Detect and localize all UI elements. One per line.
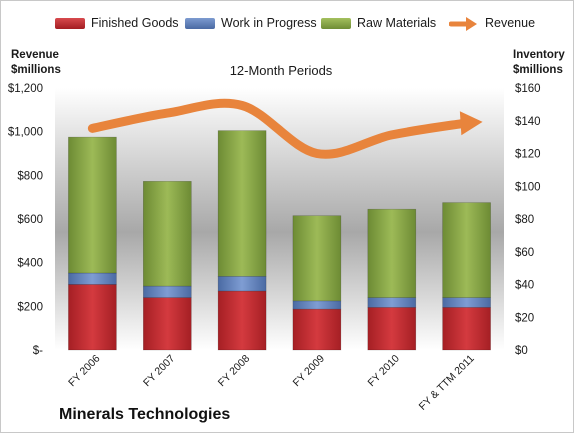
legend-label-revenue: Revenue xyxy=(485,16,536,30)
right-axis-title: Inventory $millions xyxy=(513,48,565,78)
bar-work-in-progress-fy-2010 xyxy=(367,297,417,308)
bar-finished-goods-fy-ttm-2011 xyxy=(442,307,491,351)
right-tick-label: $60 xyxy=(515,247,534,259)
right-tick-label: $20 xyxy=(515,312,534,324)
bar-work-in-progress-fy-2006 xyxy=(68,272,117,285)
right-axis-title-line2: $millions xyxy=(513,64,563,76)
revenue-line xyxy=(87,98,472,159)
right-tick-label: $100 xyxy=(515,181,541,193)
revenue-arrowhead xyxy=(459,111,483,136)
bar-raw-materials-fy-2006 xyxy=(68,136,117,274)
left-axis-title: Revenue $millions xyxy=(11,48,61,78)
right-tick-label: $140 xyxy=(515,116,541,128)
category-label-fy-2006: FY 2006 xyxy=(66,353,103,390)
bar-work-in-progress-fy-2008 xyxy=(217,275,267,292)
bar-work-in-progress-fy-ttm-2011 xyxy=(442,297,491,308)
legend-swatch-finished-goods xyxy=(55,18,85,29)
legend-swatch-work-in-progress xyxy=(185,18,215,29)
bar-finished-goods-fy-2008 xyxy=(217,290,267,351)
category-label-fy-2007: FY 2007 xyxy=(141,353,178,390)
bar-raw-materials-fy-2009 xyxy=(292,215,342,302)
right-tick-label: $160 xyxy=(515,83,541,95)
bar-finished-goods-fy-2006 xyxy=(68,284,117,351)
right-tick-label: $0 xyxy=(515,345,528,357)
legend-label-work-in-progress: Work in Progress xyxy=(221,16,317,30)
category-labels: FY 2006 FY 2007 FY 2008 FY 2009 FY 2010 FY & … xyxy=(66,353,477,413)
left-axis-title-line2: $millions xyxy=(11,64,61,76)
right-tick-label: $120 xyxy=(515,149,541,161)
left-tick-label: $200 xyxy=(17,301,43,313)
right-tick-label: $40 xyxy=(515,280,534,292)
right-axis-ticks: $0 $20 $40 $60 $80 $100 $120 $140 $160 xyxy=(515,83,541,357)
category-label-fy-2008: FY 2008 xyxy=(216,353,253,390)
left-tick-label: $400 xyxy=(17,258,43,270)
left-axis-title-line1: Revenue xyxy=(11,49,59,61)
bar-work-in-progress-fy-2007 xyxy=(143,285,192,298)
bar-finished-goods-fy-2009 xyxy=(292,308,342,351)
category-label-fy-ttm-2011: FY & TTM 2011 xyxy=(417,353,477,413)
left-tick-label: $1,200 xyxy=(8,83,43,95)
chart-title: 12-Month Periods xyxy=(229,63,333,78)
right-axis-title-line1: Inventory xyxy=(513,49,565,61)
left-tick-label: $- xyxy=(33,345,43,357)
bar-raw-materials-fy-ttm-2011 xyxy=(442,202,491,298)
left-tick-label: $1,000 xyxy=(8,127,43,139)
bar-raw-materials-fy-2008 xyxy=(217,130,267,277)
legend-arrow-icon xyxy=(449,17,477,31)
bar-work-in-progress-fy-2009 xyxy=(292,300,342,310)
left-tick-label: $800 xyxy=(17,170,43,182)
legend-swatch-raw-materials xyxy=(321,18,351,29)
category-label-fy-2010: FY 2010 xyxy=(365,353,402,390)
legend-label-raw-materials: Raw Materials xyxy=(357,16,437,30)
bar-finished-goods-fy-2007 xyxy=(143,297,192,351)
bar-raw-materials-fy-2007 xyxy=(143,181,192,287)
legend-label-finished-goods: Finished Goods xyxy=(91,16,179,30)
bar-raw-materials-fy-2010 xyxy=(367,208,417,298)
left-tick-label: $600 xyxy=(17,214,43,226)
revenue-line-group xyxy=(87,98,483,159)
category-label-fy-2009: FY 2009 xyxy=(291,353,328,390)
legend: Finished Goods Work in Progress Raw Mate… xyxy=(1,1,573,45)
bar-finished-goods-fy-2010 xyxy=(367,307,417,351)
bars-group xyxy=(68,130,491,351)
company-name: Minerals Technologies xyxy=(59,406,231,423)
right-tick-label: $80 xyxy=(515,214,534,226)
left-axis-ticks: $- $200 $400 $600 $800 $1,000 $1,200 xyxy=(8,83,43,357)
